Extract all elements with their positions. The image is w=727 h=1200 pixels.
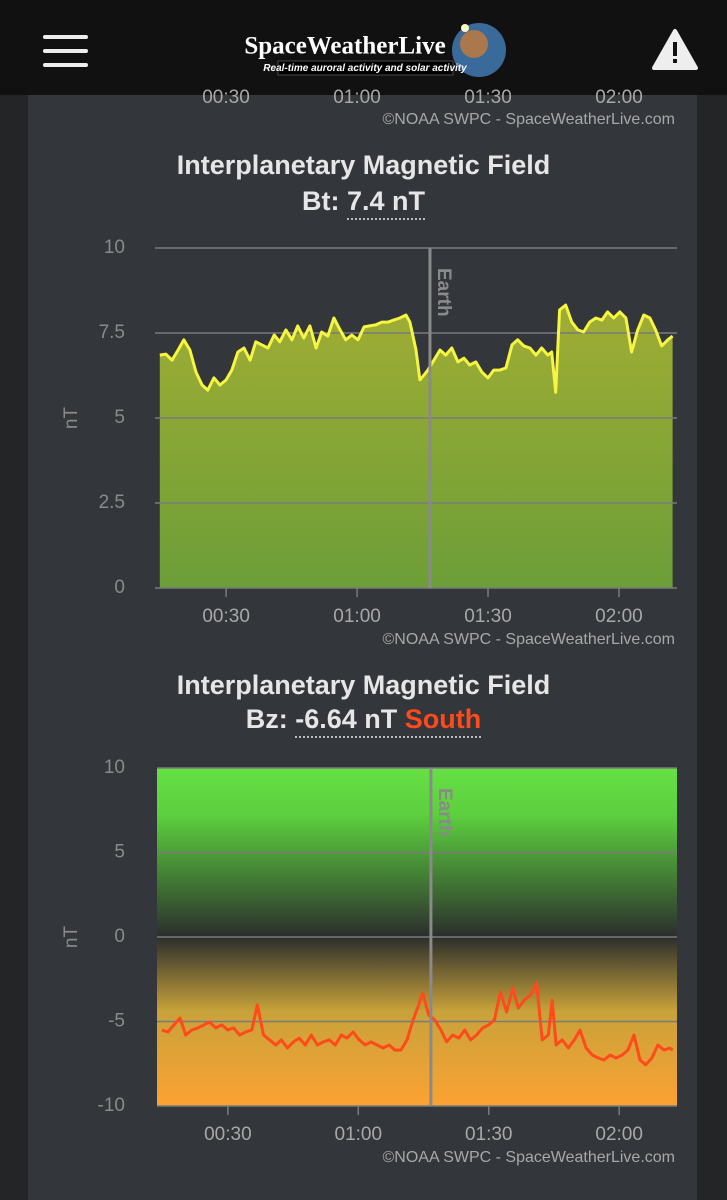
readout-value: 7.4 nT [346, 186, 426, 220]
alert-mark [673, 59, 677, 63]
y-tick-label: 7.5 [99, 322, 125, 343]
y-tick-label: -5 [108, 1011, 125, 1032]
data-line [161, 981, 674, 1067]
y-tick-label: 0 [114, 577, 125, 598]
data-line [159, 303, 674, 394]
y-tick-label: 10 [104, 757, 125, 778]
chart-readout: Bt: 7.4 nT [0, 184, 727, 220]
credit: ©NOAA SWPC - SpaceWeatherLive.com [383, 111, 675, 128]
menu-bar [43, 35, 88, 39]
readout-label: Bt: [301, 186, 340, 216]
x-tick-label: 00:30 [202, 606, 250, 627]
alert-mark [673, 42, 677, 56]
x-tick-label: 01:30 [464, 87, 512, 108]
alert-button[interactable] [652, 29, 698, 70]
y-tick-label: 5 [114, 407, 125, 428]
y-axis-label: nT [61, 926, 82, 949]
x-tick-label: 01:30 [465, 1124, 513, 1145]
logo-globe-land [460, 30, 488, 58]
credit: ©NOAA SWPC - SpaceWeatherLive.com [383, 631, 675, 648]
y-tick-label: -10 [98, 1095, 125, 1116]
x-tick-label: 01:00 [333, 606, 381, 627]
earth-label: Earth [434, 788, 455, 837]
x-tick-label: 02:00 [595, 606, 643, 627]
readout-direction: South [404, 704, 482, 734]
x-tick-label: 02:00 [595, 1124, 643, 1145]
logo-text: SpaceWeatherLive [244, 33, 445, 60]
menu-bar [43, 49, 88, 53]
readout-value-group: -6.64 nT South [295, 704, 482, 738]
x-tick-label: 01:00 [335, 1124, 383, 1145]
y-tick-label: 0 [114, 926, 125, 947]
earth-label: Earth [433, 268, 454, 317]
y-axis-label: nT [61, 407, 82, 430]
menu-button[interactable] [43, 35, 88, 67]
area-fill [159, 305, 673, 588]
x-tick-label: 01:30 [464, 606, 512, 627]
y-tick-label: 2.5 [99, 492, 125, 513]
logo-sun [461, 24, 469, 32]
menu-bar [43, 63, 88, 67]
readout-label: Bz: [245, 704, 288, 734]
tagline-box [277, 60, 454, 76]
y-tick-label: 10 [104, 237, 125, 258]
credit: ©NOAA SWPC - SpaceWeatherLive.com [383, 1149, 675, 1166]
x-tick-label: 00:30 [202, 87, 250, 108]
chart-title: Interplanetary Magnetic Field [176, 150, 551, 180]
y-tick-label: 5 [114, 842, 125, 863]
x-tick-label: 02:00 [595, 87, 643, 108]
chart-readout: Bz: -6.64 nT South [0, 702, 727, 738]
x-tick-label: 01:00 [333, 87, 381, 108]
header-bar [0, 0, 727, 95]
tagline: Real-time auroral activity and solar act… [263, 63, 467, 74]
chart-title: Interplanetary Magnetic Field [176, 670, 551, 700]
x-tick-label: 00:30 [204, 1124, 252, 1145]
logo[interactable]: SpaceWeatherLive Real-time auroral activ… [244, 23, 506, 77]
readout-value: -6.64 nT [295, 704, 398, 734]
